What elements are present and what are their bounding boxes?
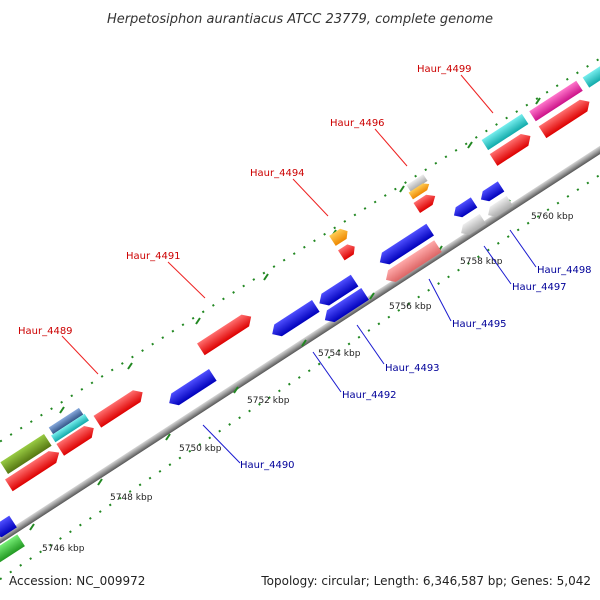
tick-mark: [301, 339, 307, 347]
gene-green[interactable]: [0, 534, 25, 566]
kbp-labels: 5746 kbp 5748 kbp 5750 kbp 5752 kbp 5754…: [42, 212, 574, 554]
accession-text: Accession: NC_009972: [9, 574, 145, 588]
gene-blue[interactable]: [478, 181, 505, 204]
gene-haur-4494-orange[interactable]: [329, 226, 351, 246]
gene-haur-4499[interactable]: [481, 113, 529, 151]
gene-red[interactable]: [489, 130, 535, 166]
kbp-label: 5758 kbp: [460, 257, 503, 267]
gene-labels-top: Haur_4489 Haur_4491 Haur_4494 Haur_4496 …: [18, 64, 472, 337]
leader-line: [292, 178, 329, 217]
tick-mark: [263, 273, 269, 281]
kbp-label: 5756 kbp: [389, 302, 432, 312]
tick-mark: [29, 523, 35, 531]
kbp-label: 5760 kbp: [531, 212, 574, 222]
kbp-label: 5752 kbp: [247, 396, 290, 406]
tick-mark: [165, 433, 171, 441]
gene-magenta[interactable]: [529, 80, 583, 122]
gene-red[interactable]: [5, 447, 63, 492]
gene-label-haur-4498[interactable]: Haur_4498: [537, 265, 592, 276]
gene-haur-4493[interactable]: [321, 288, 369, 326]
gene-haur-4495[interactable]: [382, 240, 442, 286]
gene-label-haur-4493[interactable]: Haur_4493: [385, 363, 440, 374]
tick-mark: [399, 185, 405, 193]
genes-forward: [0, 64, 600, 492]
gene-haur-4492[interactable]: [268, 299, 320, 340]
gene-label-haur-4495[interactable]: Haur_4495: [452, 319, 507, 330]
gene-grey[interactable]: [406, 174, 428, 192]
kbp-label: 5748 kbp: [110, 493, 153, 503]
kbp-label: 5750 kbp: [179, 444, 222, 454]
leader-line: [428, 278, 452, 322]
gene-haur-4491[interactable]: [197, 311, 255, 356]
tick-mark: [369, 292, 375, 300]
gene-label-haur-4499[interactable]: Haur_4499: [417, 64, 472, 75]
gene-label-haur-4497[interactable]: Haur_4497: [512, 282, 567, 293]
guide-tracks: [0, 57, 600, 581]
tick-mark: [97, 478, 103, 486]
gene-haur-4492b[interactable]: [316, 274, 359, 310]
genes-reverse: [0, 181, 514, 566]
gene-steelblue[interactable]: [48, 407, 84, 435]
tick-mark: [59, 406, 65, 414]
leader-line: [167, 261, 206, 299]
gene-haur-4489[interactable]: [93, 386, 147, 428]
map-title: Herpetosiphon aurantiacus ATCC 23779, co…: [107, 12, 493, 27]
gene-red[interactable]: [538, 96, 594, 139]
gene-labels-bottom: Haur_4490 Haur_4492 Haur_4493 Haur_4495 …: [240, 265, 592, 471]
gene-cyan[interactable]: [51, 413, 89, 443]
guide-track-top-outer: [0, 57, 600, 443]
genome-summary-text: Topology: circular; Length: 6,346,587 bp…: [260, 574, 591, 588]
kbp-label: 5746 kbp: [42, 544, 85, 554]
gene-haur-4496[interactable]: [408, 181, 432, 200]
gene-label-haur-4489[interactable]: Haur_4489: [18, 326, 73, 337]
gene-haur-4497[interactable]: [458, 213, 487, 238]
tick-mark: [535, 97, 541, 105]
gene-red[interactable]: [56, 422, 97, 456]
gene-label-haur-4491[interactable]: Haur_4491: [126, 251, 181, 262]
gene-haur-4494[interactable]: [338, 242, 358, 261]
guide-track-bottom-outer: [0, 173, 600, 581]
gene-label-haur-4494[interactable]: Haur_4494: [250, 168, 305, 179]
gene-haur-4495-blue[interactable]: [376, 223, 434, 268]
gene-olive[interactable]: [0, 433, 52, 475]
leader-line: [460, 74, 494, 114]
leader-lines-bottom: [202, 229, 537, 464]
tick-mark: [127, 362, 133, 370]
gene-label-haur-4496[interactable]: Haur_4496: [330, 118, 385, 129]
leader-line: [202, 424, 241, 464]
leader-line: [509, 229, 537, 268]
leader-lines-top: [61, 74, 494, 375]
gene-haur-4490[interactable]: [165, 368, 217, 409]
leader-line: [312, 351, 342, 393]
tick-mark: [233, 386, 239, 394]
leader-line: [61, 335, 99, 375]
gene-red[interactable]: [413, 191, 439, 214]
gene-haur-4498[interactable]: [485, 195, 514, 220]
gene-blue[interactable]: [0, 515, 17, 541]
gene-cyan[interactable]: [582, 64, 600, 88]
gene-blue[interactable]: [451, 197, 478, 220]
gene-label-haur-4492[interactable]: Haur_4492: [342, 390, 397, 401]
kbp-label: 5754 kbp: [318, 349, 361, 359]
leader-line: [356, 324, 385, 365]
tick-mark: [467, 141, 473, 149]
leader-line: [374, 128, 408, 167]
gene-label-haur-4490[interactable]: Haur_4490: [240, 460, 295, 471]
leader-line: [483, 245, 512, 285]
tick-mark: [195, 317, 201, 325]
